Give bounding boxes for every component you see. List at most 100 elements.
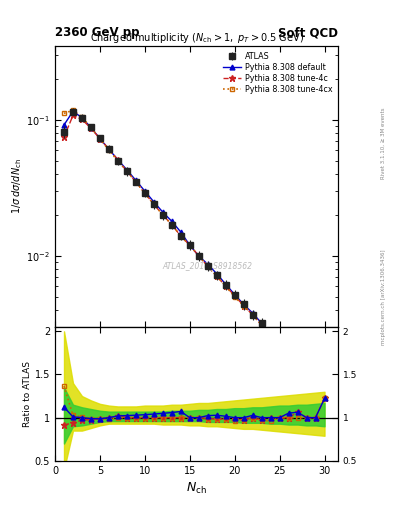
Pythia 8.308 tune-4c xyxy=(151,201,156,207)
Pythia 8.308 default xyxy=(313,378,318,384)
Pythia 8.308 tune-4cx xyxy=(151,201,156,207)
Text: Rivet 3.1.10, ≥ 3M events: Rivet 3.1.10, ≥ 3M events xyxy=(381,108,386,179)
Pythia 8.308 tune-4cx xyxy=(107,147,111,153)
Y-axis label: $1/\sigma\, d\sigma/dN_{\rm ch}$: $1/\sigma\, d\sigma/dN_{\rm ch}$ xyxy=(10,159,24,215)
Pythia 8.308 tune-4c xyxy=(62,134,66,140)
Pythia 8.308 tune-4c xyxy=(304,369,309,375)
Pythia 8.308 tune-4c xyxy=(313,378,318,384)
Pythia 8.308 default xyxy=(62,122,66,128)
Pythia 8.308 tune-4c xyxy=(116,157,120,163)
Pythia 8.308 tune-4cx xyxy=(187,242,192,248)
Pythia 8.308 tune-4c xyxy=(160,212,165,218)
Pythia 8.308 default xyxy=(214,271,219,277)
Pythia 8.308 tune-4cx xyxy=(80,114,84,120)
Pythia 8.308 default xyxy=(304,369,309,375)
Pythia 8.308 default xyxy=(143,188,147,194)
Pythia 8.308 default xyxy=(88,124,93,131)
Pythia 8.308 tune-4cx xyxy=(250,312,255,318)
Pythia 8.308 tune-4cx xyxy=(295,361,300,367)
Pythia 8.308 tune-4cx xyxy=(322,383,327,389)
Pythia 8.308 default xyxy=(178,229,183,235)
Pythia 8.308 tune-4cx xyxy=(232,294,237,300)
Pythia 8.308 tune-4cx xyxy=(62,110,66,116)
Pythia 8.308 tune-4c xyxy=(322,383,327,389)
Pythia 8.308 tune-4cx xyxy=(178,233,183,239)
Pythia 8.308 default xyxy=(232,291,237,297)
Pythia 8.308 tune-4cx xyxy=(196,253,201,259)
Pythia 8.308 default xyxy=(160,209,165,215)
Pythia 8.308 tune-4cx xyxy=(125,168,129,174)
Pythia 8.308 default xyxy=(268,330,273,336)
Line: Pythia 8.308 default: Pythia 8.308 default xyxy=(62,109,327,389)
Pythia 8.308 tune-4c xyxy=(241,303,246,309)
Pythia 8.308 default xyxy=(151,199,156,205)
Pythia 8.308 tune-4cx xyxy=(206,263,210,269)
Pythia 8.308 default xyxy=(206,261,210,267)
Pythia 8.308 tune-4cx xyxy=(286,351,291,357)
Title: Charged multiplicity ($N_{\rm ch} > 1,\ p_T > 0.5\ \rm GeV$): Charged multiplicity ($N_{\rm ch} > 1,\ … xyxy=(90,31,303,45)
Pythia 8.308 default xyxy=(322,383,327,389)
Pythia 8.308 tune-4cx xyxy=(88,124,93,131)
Pythia 8.308 default xyxy=(71,108,75,114)
Pythia 8.308 tune-4c xyxy=(187,242,192,248)
Pythia 8.308 tune-4cx xyxy=(169,222,174,228)
Pythia 8.308 tune-4c xyxy=(107,146,111,152)
Pythia 8.308 default xyxy=(107,146,111,152)
Pythia 8.308 default xyxy=(134,177,138,183)
Pythia 8.308 tune-4c xyxy=(223,283,228,289)
Pythia 8.308 tune-4cx xyxy=(223,283,228,289)
Pythia 8.308 default xyxy=(250,310,255,316)
Pythia 8.308 tune-4c xyxy=(134,179,138,185)
Pythia 8.308 tune-4c xyxy=(214,273,219,279)
Pythia 8.308 tune-4c xyxy=(295,357,300,364)
Pythia 8.308 tune-4c xyxy=(143,190,147,196)
Pythia 8.308 default xyxy=(169,218,174,224)
Pythia 8.308 tune-4cx xyxy=(304,369,309,375)
Pythia 8.308 default xyxy=(241,302,246,308)
Pythia 8.308 default xyxy=(187,242,192,248)
Pythia 8.308 default xyxy=(259,320,264,326)
Pythia 8.308 tune-4c xyxy=(206,263,210,269)
Pythia 8.308 tune-4cx xyxy=(143,190,147,196)
Pythia 8.308 tune-4cx xyxy=(160,212,165,218)
Pythia 8.308 tune-4cx xyxy=(214,273,219,279)
Pythia 8.308 default xyxy=(97,136,102,142)
Pythia 8.308 tune-4cx xyxy=(97,136,102,142)
Pythia 8.308 default xyxy=(277,339,282,346)
Text: Soft QCD: Soft QCD xyxy=(278,26,338,39)
Pythia 8.308 default xyxy=(196,253,201,259)
Pythia 8.308 tune-4c xyxy=(97,136,102,142)
Pythia 8.308 tune-4c xyxy=(250,312,255,318)
Pythia 8.308 tune-4cx xyxy=(268,332,273,338)
Pythia 8.308 default xyxy=(295,357,300,364)
X-axis label: $N_{\rm ch}$: $N_{\rm ch}$ xyxy=(186,481,207,496)
Pythia 8.308 tune-4cx xyxy=(134,179,138,185)
Pythia 8.308 tune-4cx xyxy=(71,107,75,113)
Pythia 8.308 default xyxy=(286,348,291,354)
Pythia 8.308 tune-4c xyxy=(259,322,264,328)
Pythia 8.308 tune-4c xyxy=(125,168,129,174)
Pythia 8.308 tune-4c xyxy=(286,351,291,357)
Pythia 8.308 tune-4c xyxy=(277,339,282,346)
Pythia 8.308 tune-4cx xyxy=(241,303,246,309)
Pythia 8.308 tune-4c xyxy=(169,222,174,228)
Pythia 8.308 tune-4cx xyxy=(259,322,264,328)
Pythia 8.308 default xyxy=(223,281,228,287)
Pythia 8.308 tune-4cx xyxy=(116,158,120,164)
Text: ATLAS_2010_S8918562: ATLAS_2010_S8918562 xyxy=(163,261,253,270)
Pythia 8.308 tune-4c xyxy=(88,125,93,131)
Pythia 8.308 tune-4c xyxy=(196,253,201,259)
Line: Pythia 8.308 tune-4c: Pythia 8.308 tune-4c xyxy=(61,112,328,389)
Y-axis label: Ratio to ATLAS: Ratio to ATLAS xyxy=(23,361,32,427)
Text: mcplots.cern.ch [arXiv:1306.3436]: mcplots.cern.ch [arXiv:1306.3436] xyxy=(381,249,386,345)
Pythia 8.308 tune-4cx xyxy=(313,378,318,384)
Line: Pythia 8.308 tune-4cx: Pythia 8.308 tune-4cx xyxy=(62,108,327,389)
Pythia 8.308 tune-4cx xyxy=(277,339,282,346)
Text: 2360 GeV pp: 2360 GeV pp xyxy=(55,26,140,39)
Legend: ATLAS, Pythia 8.308 default, Pythia 8.308 tune-4c, Pythia 8.308 tune-4cx: ATLAS, Pythia 8.308 default, Pythia 8.30… xyxy=(221,50,334,95)
Pythia 8.308 default xyxy=(116,157,120,163)
Pythia 8.308 tune-4c xyxy=(71,113,75,119)
Pythia 8.308 default xyxy=(80,115,84,121)
Pythia 8.308 tune-4c xyxy=(268,330,273,336)
Pythia 8.308 default xyxy=(125,167,129,173)
